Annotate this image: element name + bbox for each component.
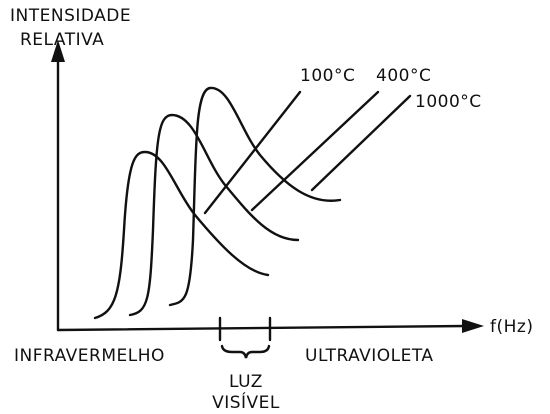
- curve-label: 400°C: [376, 66, 431, 86]
- visible-label: LUZ: [229, 372, 263, 392]
- band-brace: [220, 344, 271, 359]
- leader-line: [310, 94, 412, 192]
- y-axis-arrow: [51, 40, 65, 62]
- curve-label: 100°C: [300, 66, 355, 86]
- curve-label: 1000°C: [415, 92, 482, 112]
- ultraviolet-label: ULTRAVIOLETA: [305, 346, 434, 366]
- curve: [93, 150, 270, 320]
- leader-line: [203, 90, 302, 215]
- infrared-label: INFRAVERMELHO: [14, 346, 165, 366]
- visible-label: VISÍVEL: [212, 391, 280, 413]
- curve: [168, 86, 342, 307]
- x-axis-label: f(Hz): [490, 317, 533, 337]
- leader-line: [250, 90, 380, 212]
- y-axis-label: RELATIVA: [20, 30, 104, 50]
- curve: [128, 113, 300, 317]
- x-axis: [56, 324, 468, 332]
- x-axis-arrow: [462, 319, 484, 333]
- y-axis-label: INTENSIDADE: [10, 6, 131, 26]
